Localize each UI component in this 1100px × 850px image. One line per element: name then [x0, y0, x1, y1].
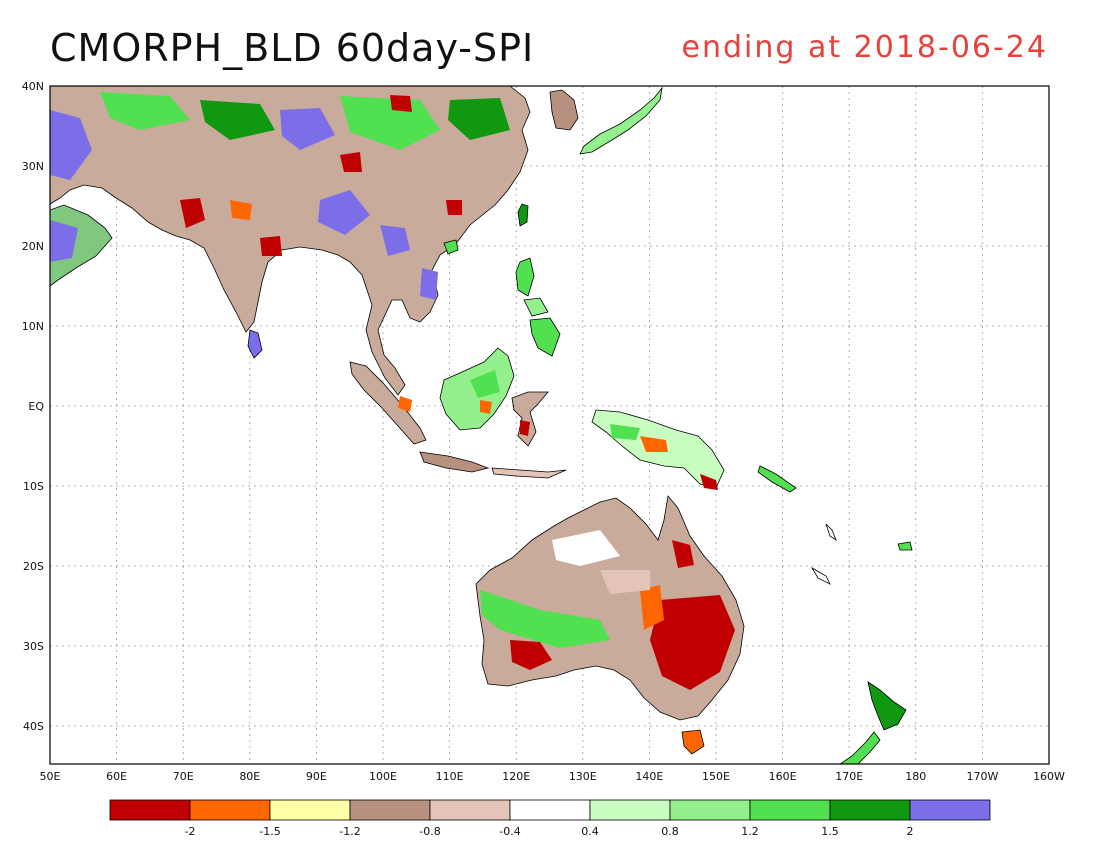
- legend-label: 0.8: [661, 825, 679, 838]
- lon-label: 170W: [966, 770, 998, 783]
- land-new-caledonia: [810, 566, 831, 585]
- lon-label: 100E: [369, 770, 397, 783]
- lat-label: 10N: [22, 320, 44, 333]
- legend-label: 1.2: [741, 825, 759, 838]
- land-sri-lanka: [247, 329, 263, 359]
- legend-label: 1.5: [821, 825, 839, 838]
- land-korea: [549, 89, 579, 131]
- color-legend: -2 -1.5 -1.2 -0.8 -0.4 0.4 0.8 1.2 1.5 2: [109, 799, 991, 838]
- lat-label: 40N: [22, 80, 44, 93]
- legend-label: -0.8: [419, 825, 440, 838]
- lat-label: 40S: [23, 720, 44, 733]
- lon-label: 170E: [835, 770, 863, 783]
- legend-label: 2: [907, 825, 914, 838]
- legend-swatch: [269, 799, 351, 821]
- legend-swatch: [509, 799, 591, 821]
- land-vanuatu: [825, 523, 837, 542]
- lon-label: 50E: [40, 770, 61, 783]
- legend-swatch: [589, 799, 671, 821]
- lat-label: EQ: [28, 400, 44, 413]
- land-mindanao: [529, 317, 561, 357]
- lon-label: 60E: [106, 770, 127, 783]
- legend-label: -1.2: [339, 825, 360, 838]
- lon-label: 80E: [239, 770, 260, 783]
- legend-label: -1.5: [259, 825, 280, 838]
- legend-label: 0.4: [581, 825, 599, 838]
- legend-label: -0.4: [499, 825, 520, 838]
- legend-swatch: [189, 799, 271, 821]
- lon-label: 150E: [702, 770, 730, 783]
- lon-label: 130E: [569, 770, 597, 783]
- land-nz-north: [867, 681, 907, 731]
- landmasses: [50, 86, 913, 764]
- lon-label: 70E: [173, 770, 194, 783]
- map-frame: [49, 85, 1050, 765]
- land-sumatra: [349, 361, 427, 445]
- lon-label: 110E: [436, 770, 464, 783]
- lat-label: 20N: [22, 240, 44, 253]
- legend-label: -2: [185, 825, 196, 838]
- land-luzon: [515, 257, 535, 297]
- land-fiji: [897, 541, 913, 551]
- lat-label: 20S: [23, 560, 44, 573]
- lat-label: 30S: [23, 640, 44, 653]
- lon-label: 140E: [635, 770, 663, 783]
- lon-label: 120E: [502, 770, 530, 783]
- date-subtitle: ending at 2018-06-24: [681, 30, 1048, 65]
- map-title: CMORPH_BLD 60day-SPI: [50, 26, 535, 70]
- legend-swatch: [749, 799, 831, 821]
- latitude-labels: 40N 30N 20N 10N EQ 10S 20S 30S 40S: [22, 80, 45, 733]
- land-japan: [579, 86, 663, 155]
- legend-swatch: [429, 799, 511, 821]
- legend-swatch: [349, 799, 431, 821]
- land-hainan: [443, 239, 459, 255]
- land-asia: [50, 86, 531, 396]
- legend-swatch: [669, 799, 751, 821]
- legend-swatch: [109, 799, 191, 821]
- legend-swatch: [909, 799, 991, 821]
- lon-label: 90E: [306, 770, 327, 783]
- land-solomons: [757, 465, 797, 493]
- legend-swatch: [829, 799, 911, 821]
- land-nusa-tenggara: [491, 467, 567, 479]
- lat-label: 30N: [22, 160, 44, 173]
- land-tasmania: [681, 729, 705, 755]
- lon-label: 160E: [769, 770, 797, 783]
- lon-label: 180: [905, 770, 926, 783]
- lon-label: 160W: [1033, 770, 1065, 783]
- land-java: [419, 451, 490, 473]
- land-visayas: [523, 297, 549, 317]
- land-taiwan: [517, 203, 529, 227]
- longitude-labels: 50E 60E 70E 80E 90E 100E 110E 120E 130E 140E 150E 1…: [40, 770, 1066, 783]
- lat-label: 10S: [23, 480, 44, 493]
- land-nz-south: [839, 731, 881, 764]
- anomaly-patches: [50, 92, 735, 690]
